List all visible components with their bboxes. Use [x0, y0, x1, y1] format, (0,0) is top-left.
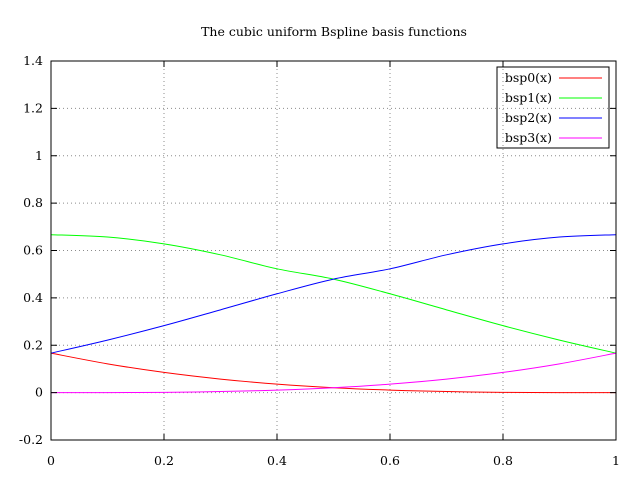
y-tick-label: 0 [35, 385, 43, 400]
y-tick-label: 0.4 [23, 290, 43, 305]
series-lines [50, 234, 617, 394]
legend-box [496, 66, 610, 149]
chart-title: The cubic uniform Bspline basis function… [201, 24, 467, 39]
x-tick-label: 0.4 [267, 453, 287, 468]
y-tick-label: 0.2 [23, 337, 43, 352]
x-tick-label: 0 [47, 453, 55, 468]
legend-label: bsp1(x) [505, 90, 552, 105]
x-tick-label: 1 [612, 453, 620, 468]
x-tick-label: 0.8 [493, 453, 513, 468]
y-tick-label: -0.2 [19, 432, 43, 447]
series-line-bsp3x [50, 352, 617, 394]
legend-label: bsp0(x) [505, 70, 552, 85]
y-tick-label: 1 [35, 148, 43, 163]
series-line-bsp1x [50, 234, 617, 354]
axes: 0 0.2 0.4 0.6 0.8 1 -0.2 0 0.2 0.4 0.6 0.8 1 1.2 1.4 [19, 53, 620, 468]
y-tick-label: 1.2 [23, 100, 43, 115]
x-tick-label: 0.2 [154, 453, 174, 468]
y-tick-label: 1.4 [23, 53, 43, 68]
x-tick-label: 0.6 [380, 453, 400, 468]
y-tick-label: 0.6 [23, 243, 43, 258]
series-line-bsp0x [50, 352, 617, 394]
legend-label: bsp2(x) [505, 110, 552, 125]
y-tick-label: 0.8 [23, 195, 43, 210]
legend: bsp0(x) bsp1(x) bsp2(x) bsp3(x) [496, 66, 610, 149]
series-line-bsp2x [50, 234, 617, 354]
legend-label: bsp3(x) [505, 130, 552, 145]
